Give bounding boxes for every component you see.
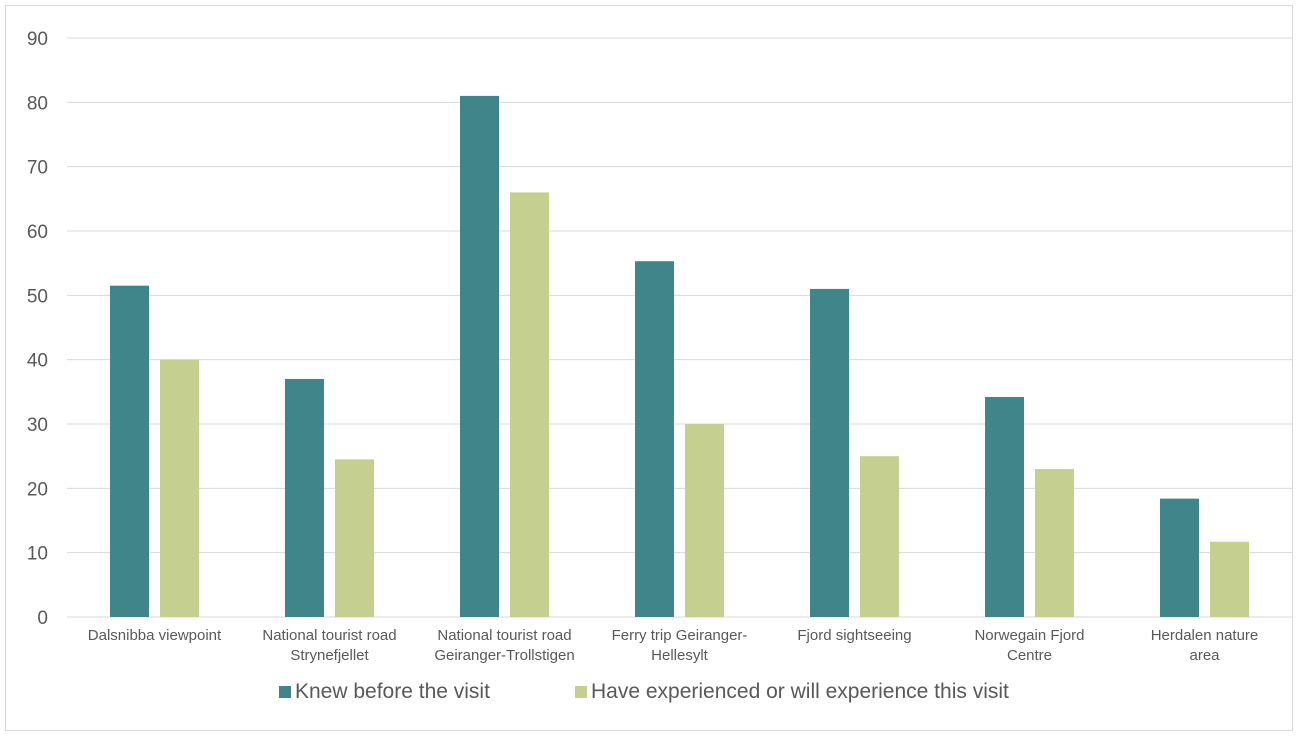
x-category-label: National tourist road Strynefjellet [262,627,396,664]
legend-swatch [575,686,587,698]
y-tick-label: 70 [27,158,48,179]
bar-experienced [160,359,199,617]
bar-chart: 0 10 20 30 40 50 60 70 80 90 Dalsnibba viewpoint N… [27,29,1292,703]
x-category-label-line: Dalsnibba viewpoint [88,627,222,644]
x-category-label: Ferry trip Geiranger- Hellesylt [612,627,748,664]
bar-experienced [685,424,724,617]
y-tick-label: 10 [27,544,48,565]
x-category-label-line: area [1189,647,1220,664]
bar-knew-before [985,396,1024,617]
x-category-label: National tourist road Geiranger-Trollstig… [434,627,574,664]
bar-knew-before [285,378,324,617]
x-category-label-line: Centre [1007,647,1052,664]
legend-label: Knew before the visit [295,680,490,703]
x-category-label-line: Herdalen nature [1151,627,1259,644]
y-tick-label: 40 [27,351,48,372]
x-category-label-line: Strynefjellet [290,647,369,664]
bar-knew-before [635,261,674,617]
bar-experienced [1035,469,1074,617]
bar-knew-before [110,285,149,617]
x-category-label-line: Ferry trip Geiranger- [612,627,748,644]
y-tick-label: 80 [27,93,48,114]
bar-experienced [860,456,899,617]
bar-knew-before [1160,498,1199,617]
y-tick-label: 90 [27,29,48,50]
legend-label: Have experienced or will experience this… [591,680,1009,703]
x-category-label-line: National tourist road [437,627,571,644]
x-category-label: Herdalen nature area [1151,627,1259,664]
bars [110,95,1249,617]
legend: Knew before the visit Have experienced or… [279,680,1009,703]
gridlines [67,37,1292,618]
bar-experienced [335,459,374,617]
x-category-label-line: Geiranger-Trollstigen [434,647,574,664]
bar-knew-before [810,288,849,617]
x-category-label-line: National tourist road [262,627,396,644]
y-tick-label: 50 [27,286,48,307]
y-axis-ticks: 0 10 20 30 40 50 60 70 80 90 [27,29,48,629]
x-category-label: Dalsnibba viewpoint [88,627,222,644]
y-tick-label: 30 [27,415,48,436]
legend-swatch [279,686,291,698]
y-tick-label: 20 [27,479,48,500]
bar-experienced [510,192,549,617]
x-category-label: Fjord sightseeing [797,627,911,644]
chart-frame: 0 10 20 30 40 50 60 70 80 90 Dalsnibba viewpoint N… [5,5,1293,731]
y-tick-label: 60 [27,222,48,243]
bar-knew-before [460,95,499,617]
x-category-label-line: Hellesylt [651,647,709,664]
x-category-label-line: Fjord sightseeing [797,627,911,644]
x-axis-labels: Dalsnibba viewpoint National tourist road… [88,627,1259,664]
bar-experienced [1210,541,1249,617]
x-category-label: Norwegain Fjord Centre [974,627,1084,664]
x-category-label-line: Norwegain Fjord [974,627,1084,644]
y-tick-label: 0 [37,608,48,629]
